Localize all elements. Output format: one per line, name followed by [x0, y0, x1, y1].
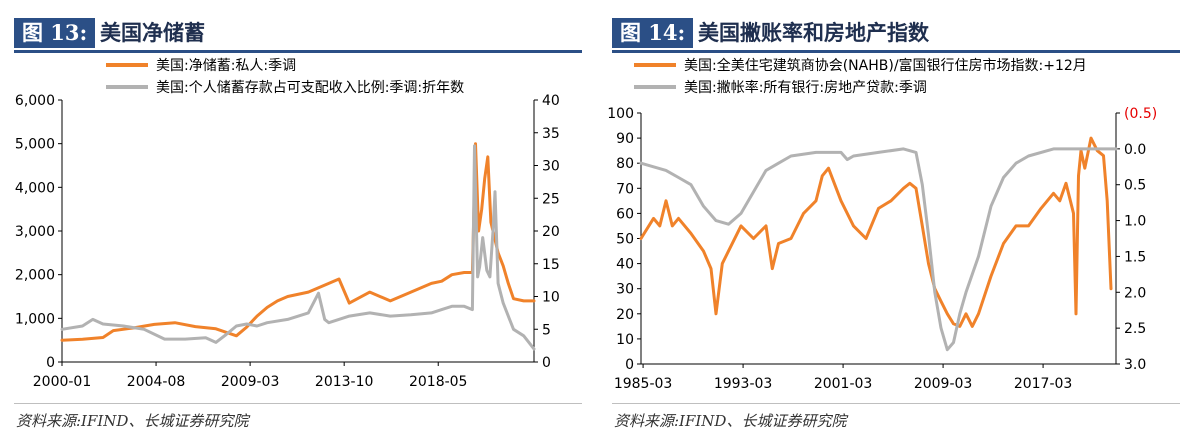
legend-label: 美国:撇帐率:所有银行:房地产贷款:季调 — [684, 79, 927, 96]
series-line-gray — [60, 144, 536, 351]
right-y-tick-label: 30 — [542, 159, 560, 175]
figure-14-source: 资料来源:IFIND、长城证券研究院 — [614, 412, 847, 430]
left-y-tick-label: 40 — [616, 257, 634, 273]
left-y-tick-label: 5,000 — [15, 137, 55, 153]
right-y-tick-label: 25 — [542, 191, 560, 207]
figure-14-source-separator — [612, 403, 1180, 404]
right-y-tick-label: 3.0 — [1124, 357, 1146, 373]
right-y-tick-label: 5 — [542, 322, 551, 338]
legend-label: 美国:个人储蓄存款占可支配收入比例:季调:折年数 — [156, 80, 464, 96]
x-tick-label: 2013-10 — [315, 374, 374, 390]
right-y-tick-label: 40 — [542, 93, 560, 109]
right-y-tick-label: 1.0 — [1124, 214, 1146, 230]
left-y-tick-label: 0 — [625, 357, 634, 373]
x-tick-label: 2009-03 — [221, 374, 280, 390]
right-y-tick-label: 15 — [542, 257, 560, 273]
x-tick-label: 2000-01 — [33, 374, 92, 390]
right-y-tick-label: 2.5 — [1124, 321, 1146, 337]
x-tick-label: 2009-03 — [914, 376, 973, 392]
right-y-tick-label: 0.0 — [1124, 142, 1146, 158]
figure-14-tag: 图 14: — [612, 18, 694, 48]
legend-label: 美国:全美住宅建筑商协会(NAHB)/富国银行住房市场指数:+12月 — [684, 57, 1087, 74]
legend-label: 美国:净储蓄:私人:季调 — [156, 58, 296, 74]
left-y-tick-label: 0 — [46, 355, 55, 371]
chargeoff-housing-chart: 0 10 20 30 40 50 60 70 80 90 100 (0.5) 0.0 0.5 1.0 1.5 2… — [607, 57, 1157, 392]
right-y-tick-label: 10 — [542, 290, 560, 306]
figure-14-panel: 图 14: 美国撇账率和房地产指数 0 10 20 30 40 50 60 70 80 90 100… — [604, 0, 1194, 440]
left-y-tick-label: 2,000 — [15, 268, 55, 284]
series-line-orange — [639, 136, 1113, 328]
left-y-tick-label: 20 — [616, 307, 634, 323]
x-tick-label: 1985-03 — [614, 376, 673, 392]
left-y-tick-label: 30 — [616, 282, 634, 298]
x-tick-label: 1993-03 — [714, 376, 773, 392]
left-y-tick-label: 10 — [616, 332, 634, 348]
figure-13-panel: 图 13: 美国净储蓄 0 1,000 2,000 3,000 4,000 5,000 6,… — [6, 0, 596, 440]
left-y-tick-label: 70 — [616, 181, 634, 197]
right-y-tick-label: 0.5 — [1124, 178, 1146, 194]
x-tick-label: 2018-05 — [409, 374, 468, 390]
left-y-tick-label: 80 — [616, 156, 634, 172]
series-line-gray — [639, 147, 1118, 352]
left-y-tick-label: 3,000 — [15, 224, 55, 240]
right-y-tick-label: 1.5 — [1124, 249, 1146, 265]
figure-13-tag: 图 13: — [14, 18, 96, 48]
right-y-tick-label: (0.5) — [1124, 106, 1157, 122]
x-tick-label: 2001-03 — [814, 376, 873, 392]
figure-14-title: 美国撇账率和房地产指数 — [698, 21, 929, 45]
left-y-tick-label: 6,000 — [15, 93, 55, 109]
right-y-tick-label: 2.0 — [1124, 285, 1146, 301]
series-line-orange — [60, 142, 536, 342]
left-y-tick-label: 1,000 — [15, 311, 55, 327]
net-saving-chart: 0 1,000 2,000 3,000 4,000 5,000 6,000 0 5 10 15 20 2… — [15, 58, 560, 390]
right-y-tick-label: 20 — [542, 224, 560, 240]
figure-13-source-separator — [14, 403, 582, 404]
left-y-tick-label: 100 — [607, 106, 634, 122]
figure-14-titlebar: 图 14: 美国撇账率和房地产指数 — [612, 14, 1180, 53]
left-y-tick-label: 4,000 — [15, 180, 55, 196]
figure-13-source: 资料来源:IFIND、长城证券研究院 — [16, 412, 249, 430]
left-y-tick-label: 60 — [616, 206, 634, 222]
right-y-tick-label: 0 — [542, 355, 551, 371]
left-y-tick-label: 50 — [616, 232, 634, 248]
figure-13-title: 美国净储蓄 — [100, 21, 205, 45]
x-tick-label: 2004-08 — [127, 374, 186, 390]
right-y-tick-label: 35 — [542, 126, 560, 142]
figure-13-titlebar: 图 13: 美国净储蓄 — [14, 14, 582, 53]
left-y-tick-label: 90 — [616, 131, 634, 147]
x-tick-label: 2017-03 — [1014, 376, 1073, 392]
